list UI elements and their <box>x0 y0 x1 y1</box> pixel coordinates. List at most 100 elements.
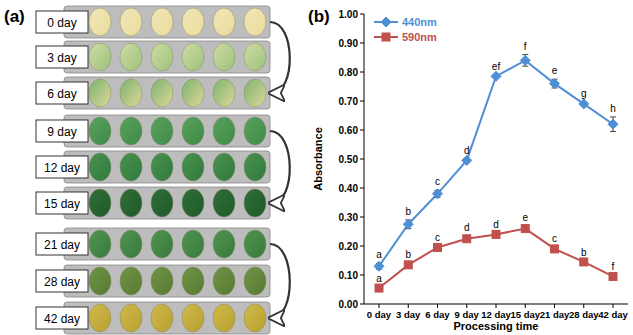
row-label-box <box>36 192 88 214</box>
seed <box>151 117 173 145</box>
seed <box>89 267 111 295</box>
y-tick <box>360 101 364 102</box>
y-tick-label: 0.50 <box>339 154 359 165</box>
significance-letter: b <box>405 206 411 217</box>
panel-label: (a) <box>4 7 25 26</box>
seed <box>151 230 173 258</box>
significance-letter: a <box>376 273 382 284</box>
series-line <box>379 60 613 266</box>
seed <box>213 79 235 107</box>
seed <box>151 304 173 332</box>
marker <box>462 155 472 165</box>
seed <box>120 189 142 217</box>
row-label-box <box>36 270 88 292</box>
seed <box>182 79 204 107</box>
row-label-box <box>36 82 88 104</box>
row-label: 9 day <box>47 125 76 139</box>
seed <box>151 153 173 181</box>
x-tick-label: 9 day <box>455 309 480 320</box>
seed <box>213 267 235 295</box>
x-tick <box>437 304 438 308</box>
y-tick <box>360 275 364 276</box>
y-tick <box>360 246 364 247</box>
seed <box>151 8 173 36</box>
x-tick-label: 42 day <box>598 309 628 320</box>
seed <box>182 117 204 145</box>
photo-strip <box>64 41 270 73</box>
seed <box>151 267 173 295</box>
significance-letter: g <box>581 88 587 99</box>
x-tick <box>525 304 526 308</box>
significance-letter: c <box>435 232 440 243</box>
seed <box>182 230 204 258</box>
y-tick-label: 0.00 <box>339 299 359 310</box>
x-tick <box>554 304 555 308</box>
photo-strip <box>64 115 270 147</box>
x-tick <box>379 304 380 308</box>
x-tick-label: 12 day <box>481 309 511 320</box>
marker <box>608 119 618 129</box>
photo-strip <box>64 265 270 297</box>
marker <box>381 17 391 27</box>
marker <box>433 189 443 199</box>
row-label: 3 day <box>47 51 76 65</box>
x-tick <box>613 304 614 308</box>
arrow <box>270 244 290 318</box>
row-label-box <box>36 11 88 33</box>
marker <box>579 99 589 109</box>
seed <box>120 79 142 107</box>
seed <box>120 117 142 145</box>
row-label-box <box>36 120 88 142</box>
photo-strip <box>64 187 270 219</box>
significance-letter: f <box>524 41 527 52</box>
seed <box>213 153 235 181</box>
row-label: 0 day <box>47 16 76 30</box>
x-tick <box>496 304 497 308</box>
seed <box>244 189 266 217</box>
seed <box>244 267 266 295</box>
marker <box>375 284 383 292</box>
x-tick-label: 28 day <box>569 309 599 320</box>
photo-strip <box>64 151 270 183</box>
marker <box>382 33 390 41</box>
seed <box>182 8 204 36</box>
seed <box>182 43 204 71</box>
seed <box>120 267 142 295</box>
x-tick <box>466 304 467 308</box>
marker <box>403 219 413 229</box>
photo-strip <box>64 77 270 109</box>
y-tick-label: 0.70 <box>339 96 359 107</box>
seed <box>213 117 235 145</box>
seed <box>120 8 142 36</box>
y-axis-label: Absorbance <box>312 127 324 191</box>
seed <box>213 304 235 332</box>
row-label: 28 day <box>44 275 80 289</box>
y-tick-label: 0.80 <box>339 67 359 78</box>
seed <box>151 43 173 71</box>
y-tick-label: 0.40 <box>339 183 359 194</box>
marker <box>551 245 559 253</box>
legend-label: 590nm <box>402 31 437 43</box>
y-tick-label: 0.60 <box>339 125 359 136</box>
marker <box>550 79 560 89</box>
row-label: 6 day <box>47 87 76 101</box>
x-tick-label: 6 day <box>425 309 450 320</box>
significance-letter: ef <box>492 61 501 72</box>
legend-label: 440nm <box>402 16 437 28</box>
marker <box>521 225 529 233</box>
seed <box>244 304 266 332</box>
y-tick-label: 0.90 <box>339 38 359 49</box>
seed <box>151 79 173 107</box>
marker <box>404 261 412 269</box>
x-axis-label: Processing time <box>454 320 539 332</box>
x-tick <box>408 304 409 308</box>
y-tick <box>360 304 364 305</box>
row-label: 21 day <box>44 238 80 252</box>
seed <box>213 189 235 217</box>
significance-letter: d <box>464 222 470 233</box>
y-tick <box>360 43 364 44</box>
significance-letter: h <box>610 103 616 114</box>
panel-label: (b) <box>308 7 330 26</box>
seed <box>89 304 111 332</box>
seed <box>89 230 111 258</box>
